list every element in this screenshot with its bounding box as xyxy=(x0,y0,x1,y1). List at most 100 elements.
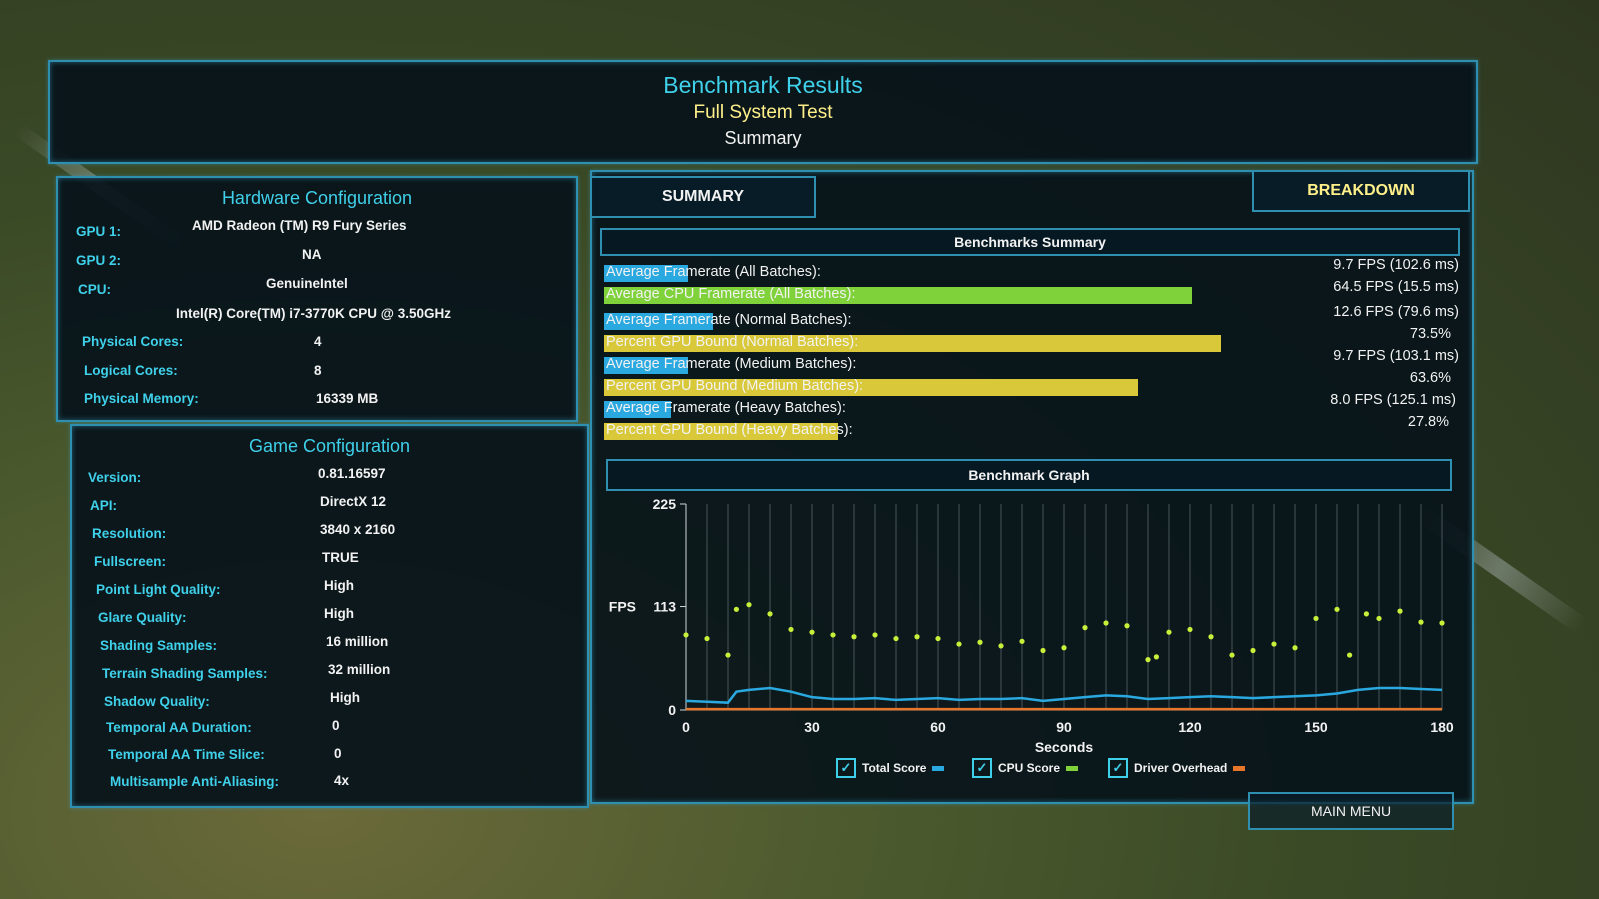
cpu-vendor-value: GenuineIntel xyxy=(266,276,348,291)
benchmark-graph-svg: 0 113 225 FPS 0 30 60 90 120 150 180 Seconds xyxy=(609,496,1454,755)
cpu-score-point xyxy=(998,643,1004,649)
summary-bar xyxy=(604,287,1192,304)
shading-samples-value: 16 million xyxy=(326,634,389,649)
cpu-score-point xyxy=(746,602,752,608)
cpu-score-point xyxy=(725,652,731,658)
summary-bar xyxy=(604,313,714,330)
summary-bar xyxy=(604,265,688,282)
cpu-score-point xyxy=(1271,641,1277,647)
total-score-line xyxy=(685,686,1443,704)
summary-label: Average Framerate (Medium Batches): xyxy=(606,356,857,372)
cpu-score-point xyxy=(1040,647,1046,654)
results-header: Benchmark Results Full System Test Summa… xyxy=(48,60,1478,164)
fullscreen-value: TRUE xyxy=(322,550,359,565)
physical-memory-value: 16339 MB xyxy=(316,391,379,406)
cpu-score-point xyxy=(1250,647,1256,654)
summary-value: 9.7 FPS (102.6 ms) xyxy=(1333,257,1459,273)
x-tick-label: 150 xyxy=(1304,719,1328,735)
hardware-configuration-panel: Hardware Configuration GPU 1: AMD Radeon… xyxy=(56,176,578,422)
legend-cpu-score[interactable]: ✓ CPU Score xyxy=(972,758,1079,778)
x-tick-label: 0 xyxy=(682,719,690,735)
y-axis-label: FPS xyxy=(609,599,636,615)
summary-label: Average Framerate (Heavy Batches): xyxy=(606,400,846,416)
game-configuration-title: Game Configuration xyxy=(248,436,411,456)
cpu-score-point xyxy=(1292,645,1298,651)
summary-value: 63.6% xyxy=(1409,370,1451,386)
cpu-model-value: Intel(R) Core(TM) i7-3770K CPU @ 3.50GHz xyxy=(176,306,451,321)
point-light-quality-value: High xyxy=(324,578,354,593)
resolution-label: Resolution: xyxy=(92,526,167,541)
gpu2-label: GPU 2: xyxy=(76,253,122,268)
cpu-score-point xyxy=(1208,634,1214,640)
cpu-score-point xyxy=(733,606,739,612)
page-title: Benchmark Results xyxy=(663,72,863,98)
main-menu-button[interactable]: MAIN MENU xyxy=(1248,792,1454,830)
cpu-score-point xyxy=(1103,620,1109,626)
cpu-score-point xyxy=(1082,625,1088,631)
physical-cores-value: 4 xyxy=(314,334,322,349)
summary-bar xyxy=(604,335,1222,352)
summary-label: Average CPU Framerate (All Batches): xyxy=(606,286,856,302)
legend-swatch xyxy=(1233,765,1246,771)
x-tick-label: 120 xyxy=(1178,719,1202,735)
msaa-label: Multisample Anti-Aliasing: xyxy=(110,774,280,789)
benchmarks-summary-title: Benchmarks Summary xyxy=(600,228,1460,256)
tab-breakdown[interactable]: BREAKDOWN xyxy=(1252,170,1470,212)
legend-label: Driver Overhead xyxy=(1134,761,1228,775)
cpu-score-point xyxy=(914,634,920,640)
logical-cores-value: 8 xyxy=(314,363,322,378)
benchmark-graph: 0 113 225 FPS 0 30 60 90 120 150 180 Seconds xyxy=(600,490,1456,786)
y-tick-label: 225 xyxy=(653,496,677,512)
cpu-score-point xyxy=(893,635,899,642)
summary-bar xyxy=(604,401,672,418)
summary-bar xyxy=(604,379,1139,396)
legend-swatch xyxy=(1066,765,1079,771)
checkbox-total-score[interactable]: ✓ xyxy=(836,758,856,778)
x-axis-label: Seconds xyxy=(1035,739,1094,755)
cpu-score-point xyxy=(956,641,962,647)
cpu-score-point xyxy=(1397,608,1403,614)
gpu2-value: NA xyxy=(302,247,322,262)
version-value: 0.81.16597 xyxy=(318,466,386,481)
cpu-score-point xyxy=(977,639,983,645)
cpu-score-point xyxy=(1019,638,1025,644)
cpu-score-point xyxy=(704,635,710,642)
cpu-score-point xyxy=(1187,626,1193,633)
checkbox-driver-overhead[interactable]: ✓ xyxy=(1108,758,1128,778)
summary-value: 12.6 FPS (79.6 ms) xyxy=(1333,304,1459,320)
shading-samples-label: Shading Samples: xyxy=(100,638,218,653)
logical-cores-label: Logical Cores: xyxy=(84,363,178,378)
hardware-configuration-title: Hardware Configuration xyxy=(221,188,413,208)
checkbox-cpu-score[interactable]: ✓ xyxy=(972,758,992,778)
glare-quality-label: Glare Quality: xyxy=(98,610,187,625)
gpu1-value: AMD Radeon (TM) R9 Fury Series xyxy=(192,218,407,233)
view-name: Summary xyxy=(724,128,802,148)
x-tick-label: 30 xyxy=(804,719,820,735)
resolution-value: 3840 x 2160 xyxy=(320,522,396,537)
cpu-score-point xyxy=(1166,629,1172,635)
x-tick-label: 60 xyxy=(930,719,946,735)
tab-summary[interactable]: SUMMARY xyxy=(590,176,816,218)
cpu-score-point xyxy=(851,634,857,640)
cpu-score-point xyxy=(809,629,815,635)
summary-bar xyxy=(604,423,838,440)
benchmark-graph-title: Benchmark Graph xyxy=(606,459,1452,491)
cpu-score-point xyxy=(1145,657,1151,663)
glare-quality-value: High xyxy=(324,606,354,621)
y-tick-label: 0 xyxy=(668,702,676,718)
legend-driver-overhead[interactable]: ✓ Driver Overhead xyxy=(1108,758,1246,778)
cpu-score-point xyxy=(1363,611,1369,617)
cpu-score-point xyxy=(683,632,689,638)
temporal-aa-time-slice-value: 0 xyxy=(334,746,342,761)
cpu-score-point xyxy=(872,632,878,638)
version-label: Version: xyxy=(88,470,142,485)
gpu1-label: GPU 1: xyxy=(76,224,122,239)
physical-memory-label: Physical Memory: xyxy=(84,391,199,406)
summary-label: Percent GPU Bound (Medium Batches): xyxy=(606,378,864,394)
cpu-score-point xyxy=(1376,615,1382,622)
legend-total-score[interactable]: ✓ Total Score xyxy=(836,758,945,778)
x-tick-label: 90 xyxy=(1056,719,1072,735)
cpu-score-point xyxy=(1439,620,1445,626)
cpu-label: CPU: xyxy=(78,282,111,297)
temporal-aa-duration-label: Temporal AA Duration: xyxy=(106,720,252,735)
